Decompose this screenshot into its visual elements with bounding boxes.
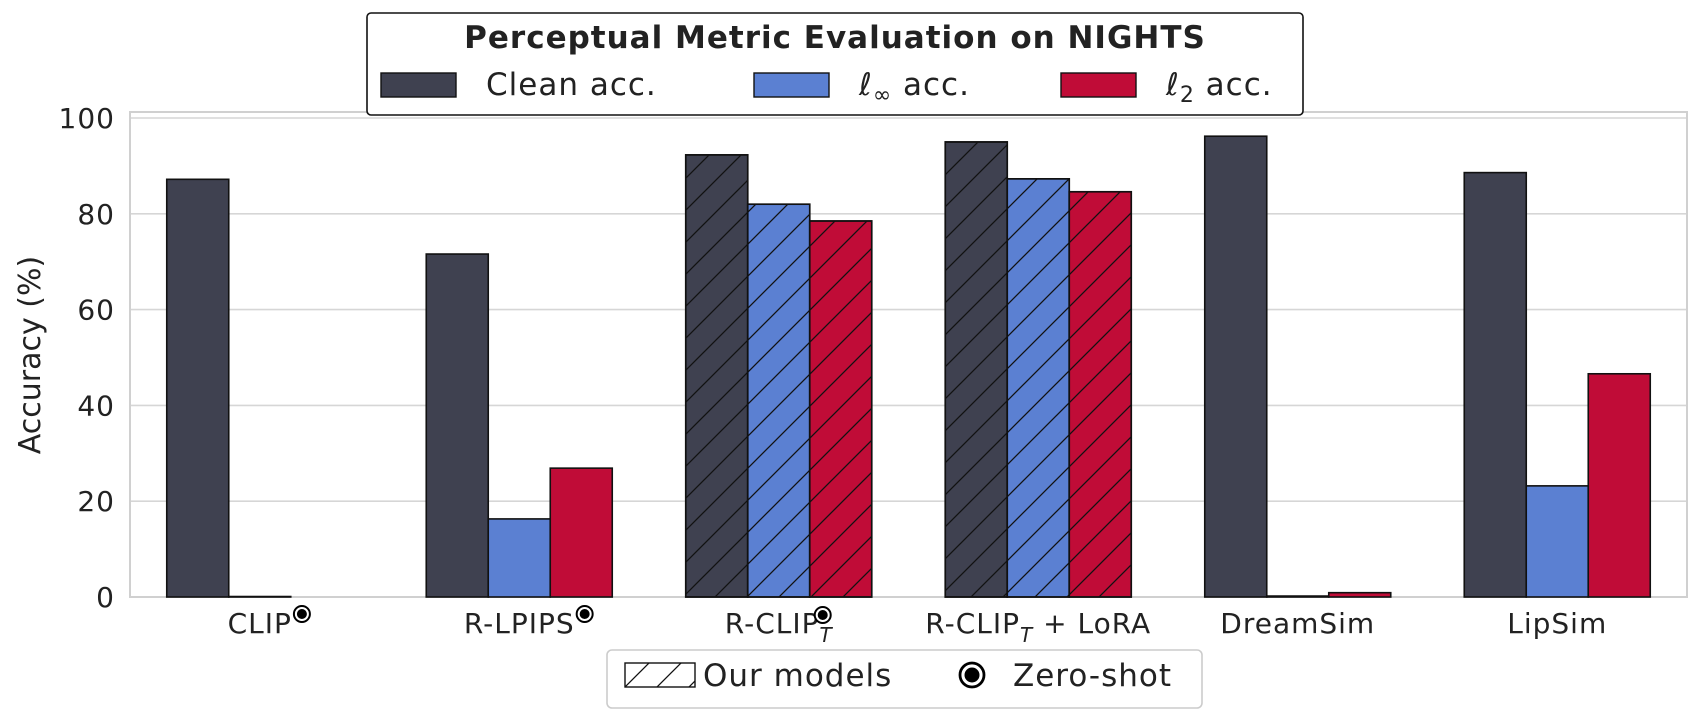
y-tick-labels: 0 20 40 60 80 100 (59, 102, 115, 614)
bars (165, 135, 1652, 598)
bar-linf (487, 518, 552, 598)
bottom-legend-box (606, 649, 1203, 709)
our-models-label: Our models (703, 658, 892, 694)
bar-clean (165, 178, 230, 598)
zero-shot-icon (813, 606, 832, 624)
bar-hatch-overlay (746, 203, 811, 598)
bar-l2 (1587, 372, 1652, 598)
legend-swatch (380, 72, 457, 98)
legend-swatch (1060, 72, 1137, 98)
x-tick-label: LipSim (1507, 607, 1607, 640)
chart-title: Perceptual Metric Evaluation on NIGHTS (464, 20, 1206, 56)
gridlines (130, 117, 1687, 598)
bar-hatch-overlay (1006, 178, 1071, 598)
x-tick-label: CLIP (228, 607, 292, 640)
bar-l2 (549, 467, 614, 598)
y-tick-label: 100 (59, 102, 115, 135)
y-tick-label: 80 (77, 198, 115, 231)
bar-hatch-overlay (808, 220, 873, 598)
y-tick-label: 60 (77, 294, 115, 327)
bar-clean (1463, 171, 1528, 598)
legend-label: ℓ∞ acc. (858, 67, 970, 108)
x-tick-label: R-LPIPS (464, 607, 575, 640)
bar-hatch-overlay (1068, 190, 1133, 598)
x-tick-label: DreamSim (1220, 607, 1375, 640)
zero-shot-icon (575, 605, 594, 623)
y-tick-label: 20 (77, 485, 115, 518)
x-tick-label: R-CLIPT + LoRA (925, 607, 1151, 647)
our-models-hatch-swatch (624, 662, 696, 688)
y-tick-label: 0 (96, 581, 115, 614)
legend-label: ℓ2 acc. (1165, 67, 1273, 108)
bar-linf (1265, 595, 1330, 598)
y-tick-label: 40 (77, 389, 115, 422)
legend-label: Clean acc. (486, 67, 657, 103)
plot-area-frame (129, 111, 1688, 598)
zero-shot-icon (292, 605, 311, 623)
y-axis-label: Accuracy (%) (13, 256, 48, 454)
bar-hatch-overlay (944, 141, 1009, 598)
zero-shot-label: Zero-shot (1013, 658, 1172, 694)
bar-linf (1525, 485, 1590, 598)
bar-clean (425, 253, 490, 598)
bar-l2 (1327, 591, 1392, 598)
top-legend: Perceptual Metric Evaluation on NIGHTS C… (366, 12, 1304, 116)
bar-clean (1203, 135, 1268, 598)
bar-hatch-overlay (684, 154, 749, 598)
x-tick-label: R-CLIPT (725, 607, 834, 647)
bottom-legend: Our models Zero-shot (606, 649, 1203, 709)
x-tick-labels: CLIP R-LPIPS R-CLIPT R-CLIPT + LoRA DreamSim… (228, 605, 1607, 647)
zero-shot-icon (958, 661, 986, 689)
legend-swatch (753, 72, 830, 98)
